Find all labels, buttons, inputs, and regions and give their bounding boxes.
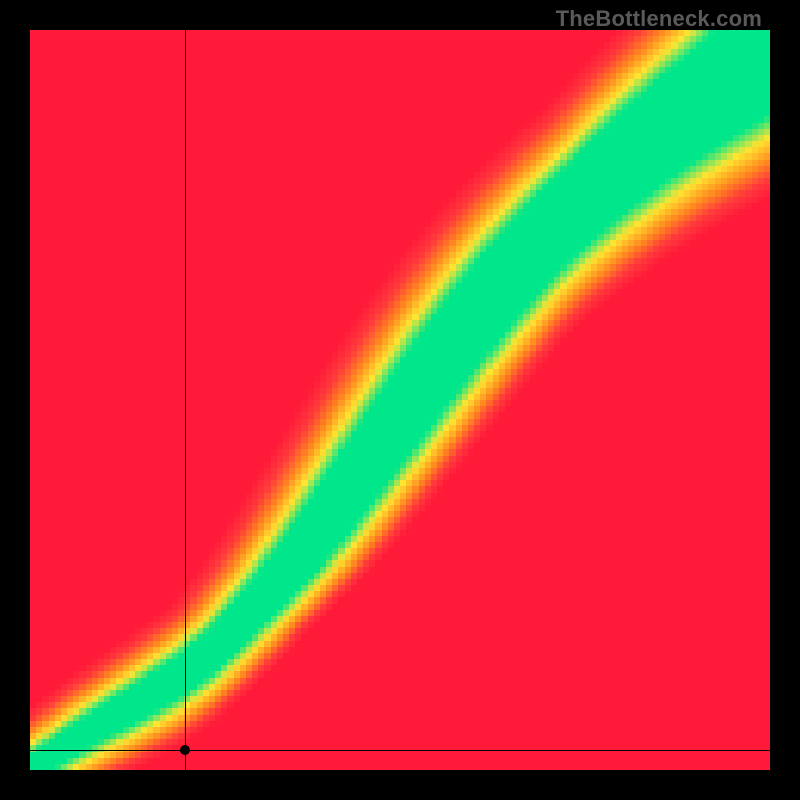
crosshair-horizontal — [30, 750, 770, 751]
chart-container: { "watermark": { "text": "TheBottleneck.… — [0, 0, 800, 800]
crosshair-vertical — [185, 30, 186, 770]
plot-area — [30, 30, 770, 770]
watermark-text: TheBottleneck.com — [556, 6, 762, 32]
heatmap-canvas — [30, 30, 770, 770]
crosshair-marker — [180, 745, 190, 755]
